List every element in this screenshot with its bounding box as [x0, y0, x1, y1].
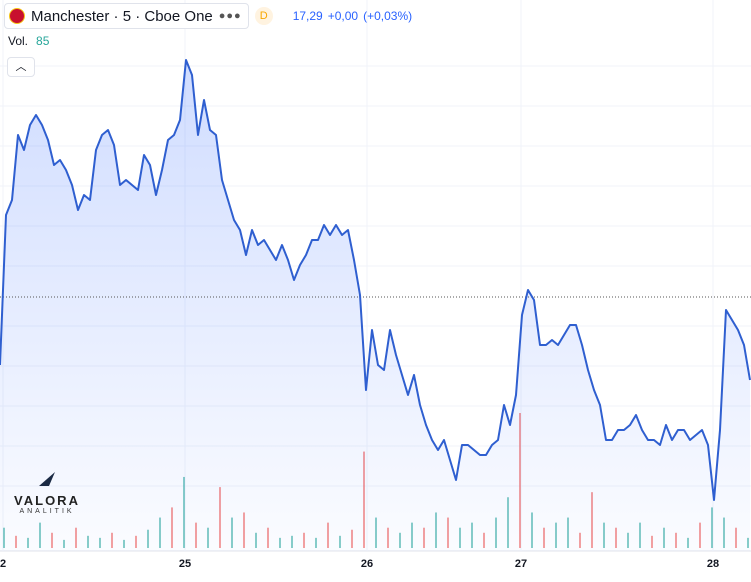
- watermark-logo: [39, 472, 55, 486]
- volume-label: Vol.: [8, 34, 29, 48]
- x-tick-label: 25: [179, 558, 191, 570]
- volume-legend: Vol. 85: [8, 34, 49, 48]
- x-tick-label: 26: [361, 558, 373, 570]
- price-area: [0, 60, 750, 551]
- symbol-title: Manchester · 5 · Cboe One: [31, 7, 213, 25]
- collapse-button[interactable]: ︿: [7, 57, 35, 77]
- symbol-icon: [9, 8, 25, 24]
- quote: 17,29 +0,00 (+0,03%): [293, 9, 412, 23]
- volume-value: 85: [36, 34, 50, 48]
- x-tick-label: 27: [515, 558, 527, 570]
- change-pct: (+0,03%): [363, 9, 413, 23]
- x-tick-label: 28: [707, 558, 719, 570]
- more-button[interactable]: ●●●: [218, 10, 242, 22]
- delay-badge: D: [254, 7, 273, 25]
- last-price: 17,29: [292, 9, 323, 23]
- price-line: [0, 59, 751, 501]
- change: +0,00: [327, 9, 359, 23]
- watermark-name: VALORA: [14, 493, 80, 508]
- header: Manchester · 5 · Cboe One ●●● D 17,29 +0…: [4, 3, 412, 29]
- watermark-sub: ANALITIK: [19, 508, 75, 515]
- watermark: VALORA ANALITIK: [10, 470, 84, 515]
- symbol-box[interactable]: Manchester · 5 · Cboe One ●●●: [4, 3, 249, 29]
- x-tick-label: 2: [0, 558, 6, 570]
